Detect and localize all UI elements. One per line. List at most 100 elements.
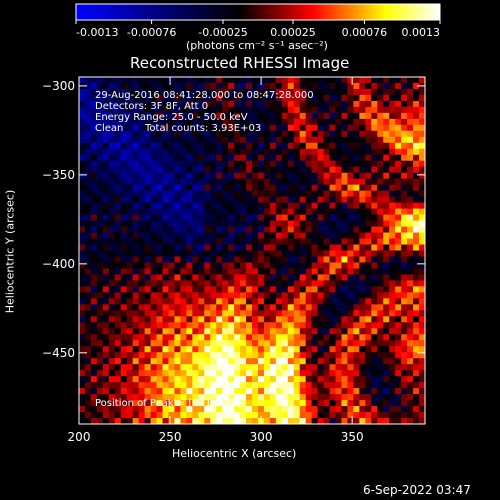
heatmap-cell <box>79 316 86 323</box>
heatmap-cell <box>138 418 146 424</box>
heatmap-cell <box>222 226 229 234</box>
heatmap-cell <box>138 310 146 317</box>
heatmap-cell <box>210 418 217 424</box>
heatmap-cell <box>132 208 140 216</box>
heatmap-cell <box>257 388 265 395</box>
heatmap-cell <box>240 166 247 174</box>
heatmap-cell <box>90 346 98 353</box>
heatmap-cell <box>168 238 176 246</box>
heatmap-cell <box>174 394 182 401</box>
heatmap-cell <box>126 304 134 311</box>
heatmap-cell <box>240 178 247 186</box>
heatmap-cell <box>150 142 158 150</box>
heatmap-cell <box>96 142 104 150</box>
heatmap-cell <box>228 256 235 264</box>
heatmap-cell <box>413 106 420 114</box>
heatmap-cell <box>180 256 187 264</box>
heatmap-cell <box>120 178 128 186</box>
heatmap-cell <box>377 286 384 293</box>
heatmap-cell <box>192 196 199 204</box>
heatmap-cell <box>281 382 289 389</box>
heatmap-cell <box>174 214 182 222</box>
heatmap-cell <box>389 142 396 150</box>
heatmap-cell <box>246 358 253 365</box>
heatmap-cell <box>401 178 408 186</box>
heatmap-cell <box>413 256 420 264</box>
heatmap-cell <box>293 310 301 317</box>
heatmap-cell <box>413 280 420 287</box>
heatmap-cell <box>299 190 307 198</box>
heatmap-cell <box>263 376 271 383</box>
heatmap-cell <box>311 124 319 132</box>
heatmap-cell <box>234 130 241 138</box>
heatmap-cell <box>317 328 325 335</box>
heatmap-cell <box>281 370 289 377</box>
heatmap-cell <box>311 256 319 264</box>
heatmap-cell <box>168 106 176 114</box>
heatmap-cell <box>347 220 355 228</box>
heatmap-cell <box>246 184 253 192</box>
heatmap-cell <box>120 304 128 311</box>
heatmap-cell <box>246 208 253 216</box>
heatmap-cell <box>281 136 289 144</box>
heatmap-cell <box>383 136 390 144</box>
heatmap-cell <box>162 148 170 156</box>
heatmap-cell <box>323 88 331 96</box>
heatmap-cell <box>329 184 337 192</box>
heatmap-cell <box>401 77 408 84</box>
heatmap-cell <box>114 310 122 317</box>
heatmap-cell <box>132 400 140 407</box>
heatmap-cell <box>395 388 402 395</box>
heatmap-cell <box>401 334 408 341</box>
heatmap-cell <box>228 124 235 132</box>
heatmap-cell <box>90 178 98 186</box>
heatmap-cell <box>79 298 86 305</box>
heatmap-cell <box>210 388 217 395</box>
heatmap-cell <box>359 406 366 413</box>
heatmap-cell <box>144 244 152 252</box>
heatmap-cell <box>198 274 205 282</box>
heatmap-cell <box>371 364 378 371</box>
heatmap-cell <box>395 268 402 276</box>
heatmap-cell <box>144 148 152 156</box>
heatmap-cell <box>353 418 360 424</box>
heatmap-cell <box>108 310 116 317</box>
heatmap-cell <box>317 376 325 383</box>
heatmap-cell <box>371 280 378 287</box>
heatmap-cell <box>240 94 247 102</box>
heatmap-cell <box>114 202 122 210</box>
heatmap-cell <box>383 232 390 240</box>
heatmap-cell <box>138 388 146 395</box>
heatmap-cell <box>365 274 372 282</box>
heatmap-cell <box>180 82 187 90</box>
heatmap-cell <box>102 172 110 180</box>
heatmap-cell <box>192 238 199 246</box>
heatmap-cell <box>216 196 223 204</box>
heatmap-cell <box>305 100 313 108</box>
heatmap-cell <box>108 77 116 84</box>
heatmap-cell <box>407 340 414 347</box>
heatmap-cell <box>383 322 390 329</box>
heatmap-cell <box>186 94 193 102</box>
heatmap-cell <box>96 322 104 329</box>
heatmap-cell <box>126 292 134 299</box>
heatmap-cell <box>401 172 408 180</box>
heatmap-cell <box>263 256 271 264</box>
heatmap-cell <box>275 412 283 419</box>
heatmap-cell <box>419 202 425 210</box>
heatmap-cell <box>269 226 277 234</box>
heatmap-cell <box>198 358 205 365</box>
heatmap-cell <box>335 322 343 329</box>
heatmap-cell <box>162 184 170 192</box>
heatmap-cell <box>138 298 146 305</box>
heatmap-cell <box>126 400 134 407</box>
heatmap-cell <box>198 106 205 114</box>
heatmap-cell <box>222 154 229 162</box>
heatmap-cell <box>371 178 378 186</box>
heatmap-cell <box>126 94 134 102</box>
heatmap-cell <box>156 256 164 264</box>
heatmap-cell <box>126 328 134 335</box>
heatmap-cell <box>287 406 295 413</box>
heatmap-cell <box>102 286 110 293</box>
heatmap-cell <box>192 274 199 282</box>
